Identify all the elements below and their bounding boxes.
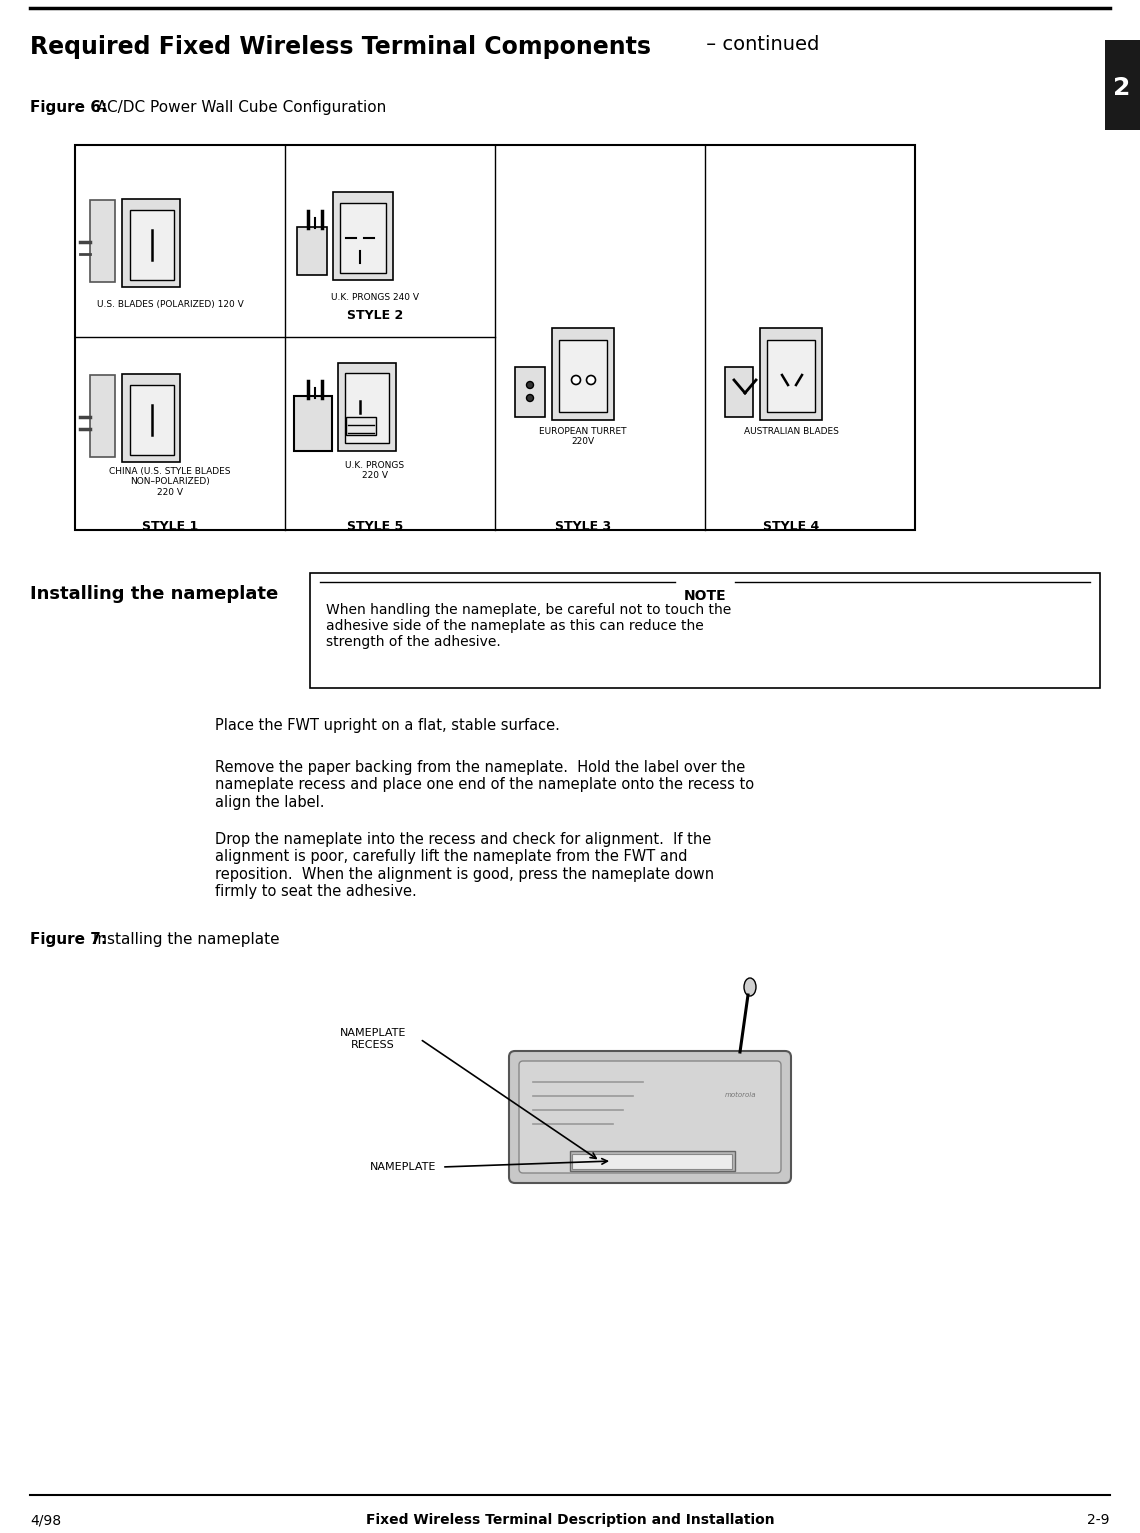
Bar <box>310 573 1100 688</box>
Bar <box>333 192 393 281</box>
Text: STYLE 3: STYLE 3 <box>555 520 611 533</box>
Text: NAMEPLATE: NAMEPLATE <box>370 1162 437 1173</box>
Text: STYLE 5: STYLE 5 <box>347 520 404 533</box>
Text: 2-9: 2-9 <box>1088 1513 1110 1527</box>
Text: CHINA (U.S. STYLE BLADES
NON–POLARIZED)
220 V: CHINA (U.S. STYLE BLADES NON–POLARIZED) … <box>109 468 230 497</box>
Text: 4/98: 4/98 <box>30 1513 62 1527</box>
Text: Fixed Wireless Terminal Description and Installation: Fixed Wireless Terminal Description and … <box>366 1513 774 1527</box>
Bar <box>345 373 389 443</box>
Text: NAMEPLATE
RECESS: NAMEPLATE RECESS <box>340 1029 406 1050</box>
Bar <box>130 385 174 455</box>
FancyBboxPatch shape <box>508 1052 791 1183</box>
Bar <box>760 328 822 420</box>
Circle shape <box>527 382 534 388</box>
Bar <box>552 328 614 420</box>
FancyBboxPatch shape <box>519 1061 781 1173</box>
Text: Installing the nameplate: Installing the nameplate <box>88 932 279 947</box>
Text: U.S. BLADES (POLARIZED) 120 V: U.S. BLADES (POLARIZED) 120 V <box>97 300 243 310</box>
Bar <box>725 366 754 417</box>
Bar <box>90 376 115 457</box>
Text: Place the FWT upright on a flat, stable surface.: Place the FWT upright on a flat, stable … <box>215 717 560 733</box>
Circle shape <box>527 394 534 402</box>
Text: Installing the nameplate: Installing the nameplate <box>30 586 278 602</box>
Bar <box>767 340 815 412</box>
Bar <box>572 1154 732 1170</box>
Text: motorola: motorola <box>725 1091 757 1098</box>
Text: 2: 2 <box>1114 77 1131 100</box>
Bar <box>122 199 180 287</box>
Bar <box>294 396 332 451</box>
Bar <box>340 202 386 273</box>
Bar <box>90 199 115 282</box>
Bar <box>122 374 180 461</box>
Text: U.K. PRONGS 240 V: U.K. PRONGS 240 V <box>331 293 420 302</box>
Text: U.K. PRONGS
220 V: U.K. PRONGS 220 V <box>345 461 405 480</box>
Bar <box>559 340 606 412</box>
Bar <box>75 146 915 530</box>
Bar <box>337 363 396 451</box>
Ellipse shape <box>744 978 756 996</box>
Text: STYLE 4: STYLE 4 <box>763 520 820 533</box>
Text: AC/DC Power Wall Cube Configuration: AC/DC Power Wall Cube Configuration <box>92 100 386 115</box>
Text: – continued: – continued <box>700 35 820 54</box>
Bar <box>570 1151 735 1171</box>
Text: NOTE: NOTE <box>684 589 726 602</box>
Text: AUSTRALIAN BLADES: AUSTRALIAN BLADES <box>743 428 838 435</box>
Text: Figure 7:: Figure 7: <box>30 932 107 947</box>
Text: Figure 6:: Figure 6: <box>30 100 107 115</box>
Text: STYLE 2: STYLE 2 <box>347 310 404 322</box>
Text: Remove the paper backing from the nameplate.  Hold the label over the
nameplate : Remove the paper backing from the namepl… <box>215 760 755 809</box>
Circle shape <box>571 376 580 385</box>
Bar <box>515 366 545 417</box>
Bar <box>130 210 174 281</box>
Bar <box>298 227 327 274</box>
Bar <box>1105 40 1140 130</box>
Bar <box>347 417 376 435</box>
Text: Drop the nameplate into the recess and check for alignment.  If the
alignment is: Drop the nameplate into the recess and c… <box>215 832 714 900</box>
Text: STYLE 1: STYLE 1 <box>141 520 198 533</box>
Text: Required Fixed Wireless Terminal Components: Required Fixed Wireless Terminal Compone… <box>30 35 651 58</box>
Text: EUROPEAN TURRET
220V: EUROPEAN TURRET 220V <box>539 428 627 446</box>
Circle shape <box>586 376 595 385</box>
Text: When handling the nameplate, be careful not to touch the
adhesive side of the na: When handling the nameplate, be careful … <box>326 602 731 650</box>
